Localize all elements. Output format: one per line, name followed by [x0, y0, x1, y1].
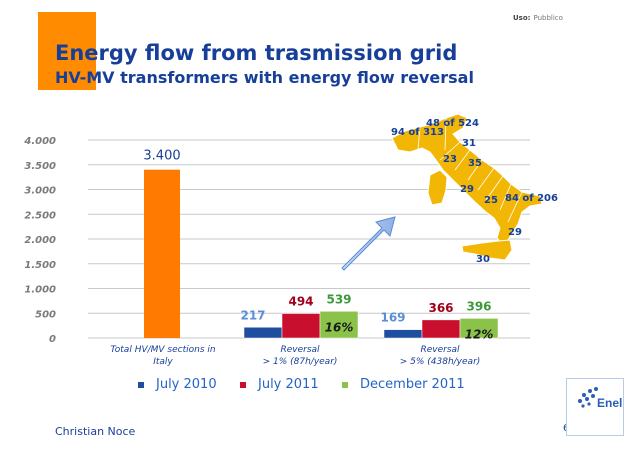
y-tick-label: 0	[49, 334, 56, 345]
data-label: 396	[466, 299, 491, 313]
bar-july-2010	[383, 329, 423, 339]
bar-july-2010	[243, 327, 283, 339]
sicily-shape	[461, 239, 513, 261]
chart-legend: July 2010 July 2011 December 2011	[0, 377, 638, 397]
bar-july-2011	[421, 319, 461, 339]
arrow-icon	[341, 216, 396, 271]
y-tick-label: 3.000	[24, 186, 56, 197]
map-label-north-west: 94 of 313	[391, 127, 444, 138]
x-category-label: Reversal	[420, 345, 460, 355]
data-label-total: 3.400	[143, 149, 180, 164]
x-category-label: Italy	[153, 357, 173, 367]
percent-label: 16%	[325, 320, 354, 334]
data-label: 169	[380, 311, 405, 325]
y-tick-label: 4.000	[23, 136, 56, 147]
x-category-label: > 1% (87h/year)	[263, 357, 338, 367]
y-tick-label: 2.500	[24, 210, 56, 221]
legend-item-label: December 2011	[360, 377, 465, 392]
map-label-sardinia: 29	[460, 184, 474, 195]
map-label-centre-east: 35	[468, 158, 482, 169]
map-label-centre-west: 23	[443, 154, 457, 165]
y-tick-label: 500	[35, 309, 56, 320]
map-label-south-east: 84 of 206	[505, 193, 558, 204]
data-label: 217	[240, 308, 265, 322]
map-label-south-west: 25	[484, 195, 498, 206]
author-name: Christian Noce	[55, 425, 136, 438]
bar-december-2011	[319, 311, 359, 339]
map-label-sicily: 30	[476, 254, 490, 265]
x-category-label: Reversal	[280, 345, 320, 355]
page-subtitle: HV-MV transformers with energy flow reve…	[55, 68, 474, 87]
y-tick-label: 1.000	[24, 285, 56, 296]
legend-item-label: July 2010	[156, 377, 217, 392]
data-label: 494	[288, 295, 313, 309]
map-label-north-east: 48 of 524	[426, 118, 479, 129]
logo-text: Enel	[597, 396, 622, 410]
sardinia-shape	[427, 169, 448, 206]
bar-july-2011	[281, 313, 321, 339]
italy-mainland-shape	[391, 113, 543, 245]
x-category-label: > 5% (438h/year)	[400, 357, 481, 367]
legend-swatch	[138, 382, 144, 388]
y-tick-label: 2.000	[24, 235, 56, 246]
percent-label: 12%	[465, 327, 494, 341]
map-label-calabria: 29	[508, 227, 522, 238]
bar-total	[144, 169, 180, 338]
page-title: Energy flow from trasmission grid	[55, 41, 458, 65]
y-tick-label: 3.500	[24, 161, 56, 172]
y-tick-label: 1.500	[24, 260, 56, 271]
data-label: 539	[326, 292, 351, 306]
classification-label: Uso: Pubblico	[513, 14, 563, 22]
enel-logo: Enel	[566, 378, 624, 436]
orange-accent-block	[38, 12, 96, 90]
legend-item-label: July 2011	[258, 377, 319, 392]
data-label: 366	[428, 301, 453, 315]
bar-december-2011	[459, 318, 499, 339]
map-label-centre-north: 31	[462, 138, 476, 149]
x-category-label: Total HV/MV sections in	[110, 345, 216, 355]
legend-swatch	[342, 382, 348, 388]
enel-logo-icon: Enel	[578, 387, 622, 410]
legend-swatch	[240, 382, 246, 388]
